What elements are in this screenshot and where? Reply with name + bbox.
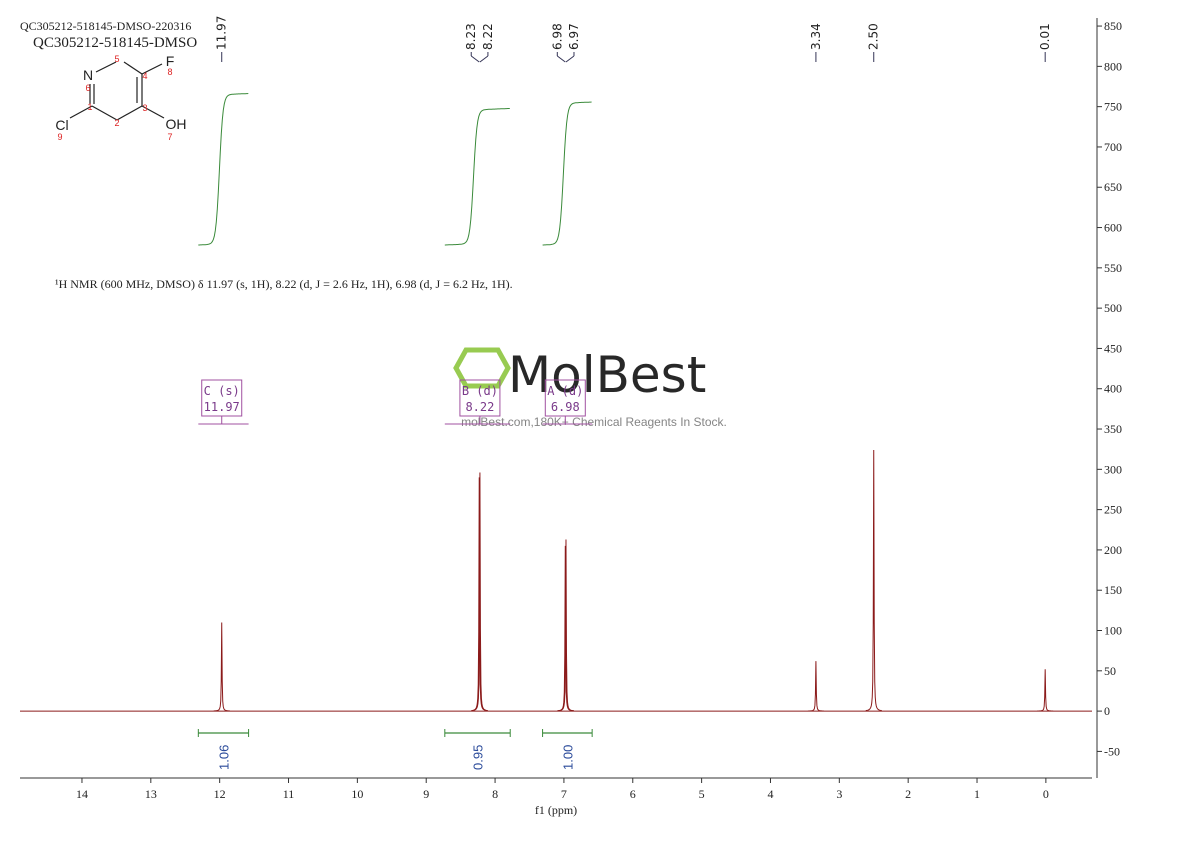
peak-label: 6.98 [550, 23, 564, 50]
x-tick-label: 7 [561, 787, 567, 801]
atom-number: 9 [57, 132, 62, 142]
integral-label: 0.95 [471, 745, 486, 770]
peak-label-connector [470, 55, 480, 63]
multiplet-name: A (d) [547, 384, 583, 398]
x-tick-label: 0 [1043, 787, 1049, 801]
atom-number: 5 [114, 54, 119, 64]
integral-curve [444, 108, 510, 246]
chart-title: QC305212-518145-DMSO-220316 [20, 19, 191, 33]
x-axis-label: f1 (ppm) [535, 803, 577, 817]
y-tick-label: 300 [1104, 462, 1122, 476]
y-tick-label: 400 [1104, 382, 1122, 396]
peak [807, 661, 824, 712]
atom-number: 6 [85, 83, 90, 93]
integral-curve [542, 101, 592, 246]
atom-number: 7 [167, 132, 172, 142]
atom-label: N [83, 67, 93, 83]
peak [865, 449, 882, 712]
x-tick-label: 2 [905, 787, 911, 801]
molecule [69, 61, 165, 121]
peak-label: 0.01 [1038, 23, 1052, 50]
y-tick-label: 500 [1104, 301, 1122, 315]
chart-subtitle: QC305212-518145-DMSO [33, 35, 197, 51]
peak [1037, 669, 1054, 712]
multiplet-shift: 6.98 [551, 400, 580, 414]
atom-number: 1 [87, 102, 92, 112]
y-tick-label: 850 [1104, 19, 1122, 33]
x-tick-label: 3 [836, 787, 842, 801]
x-tick-label: 1 [974, 787, 980, 801]
description: ¹H NMR (600 MHz, DMSO) δ 11.97 (s, 1H), … [55, 277, 513, 291]
y-tick-label: 100 [1104, 624, 1122, 638]
peak-label: 8.23 [464, 23, 478, 50]
x-tick-label: 9 [423, 787, 429, 801]
x-tick-label: 8 [492, 787, 498, 801]
y-tick-label: 600 [1104, 221, 1122, 235]
peak-label-connector [565, 55, 575, 63]
x-tick-label: 6 [630, 787, 636, 801]
integral-label: 1.06 [216, 745, 231, 770]
y-tick-label: 750 [1104, 100, 1122, 114]
y-tick-label: 800 [1104, 59, 1122, 73]
watermark: MolBest molBest.com,180K+ Chemical Reage… [453, 346, 727, 429]
multiplet-shift: 8.22 [465, 400, 494, 414]
x-tick-label: 14 [76, 787, 88, 801]
peak-label-connector [556, 55, 566, 63]
peak [213, 622, 230, 712]
peak [471, 472, 488, 712]
multiplet-name: B (d) [462, 384, 498, 398]
x-tick-label: 13 [145, 787, 157, 801]
y-tick-label: 0 [1104, 704, 1110, 718]
y-tick-label: -50 [1104, 744, 1120, 758]
y-tick-label: 200 [1104, 543, 1122, 557]
watermark-logo: MolBest [508, 346, 706, 404]
x-tick-label: 11 [283, 787, 295, 801]
atom-label: Cl [55, 117, 68, 133]
integral-label: 1.00 [560, 745, 575, 770]
atom-number: 2 [114, 118, 119, 128]
y-tick-label: 450 [1104, 341, 1122, 355]
integral-curve [198, 93, 249, 246]
y-tick-label: 350 [1104, 422, 1122, 436]
x-tick-label: 5 [699, 787, 705, 801]
x-tick-label: 10 [351, 787, 363, 801]
atom-number: 8 [167, 67, 172, 77]
atom-label: F [166, 53, 175, 69]
atom-number: 4 [142, 71, 147, 81]
peak-label: 6.97 [567, 23, 581, 50]
watermark-text: molBest.com,180K+ Chemical Reagents In S… [461, 415, 727, 429]
peak-label: 11.97 [215, 16, 229, 50]
y-tick-label: 650 [1104, 180, 1122, 194]
x-tick-label: 4 [767, 787, 773, 801]
y-tick-label: 150 [1104, 583, 1122, 597]
y-tick-label: 550 [1104, 261, 1122, 275]
peak [557, 539, 575, 712]
y-tick-label: 700 [1104, 140, 1122, 154]
multiplet-name: C (s) [204, 384, 240, 398]
multiplet-shift: 11.97 [204, 400, 240, 414]
peak-label: 2.50 [867, 23, 881, 50]
peak-label-connector [479, 55, 489, 63]
atom-label: OH [166, 116, 187, 132]
peak-label: 3.34 [809, 23, 823, 50]
y-tick-label: 250 [1104, 503, 1122, 517]
x-tick-label: 12 [214, 787, 226, 801]
y-tick-label: 50 [1104, 664, 1116, 678]
atom-number: 3 [142, 103, 147, 113]
peak-label: 8.22 [481, 23, 495, 50]
